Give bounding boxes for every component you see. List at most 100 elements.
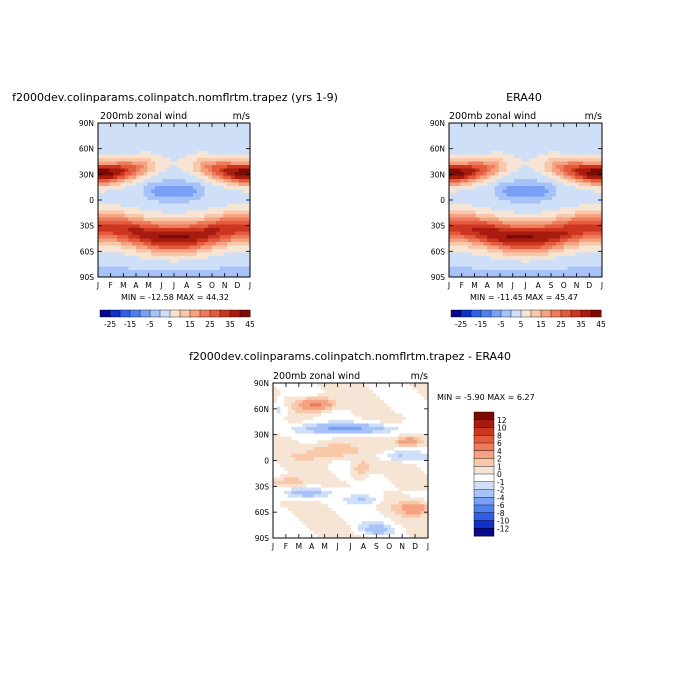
field-cell — [280, 413, 285, 418]
field-cell — [339, 473, 344, 478]
field-cell — [166, 123, 171, 127]
field-cell — [302, 430, 307, 435]
field-cell — [162, 193, 167, 197]
field-cell — [343, 433, 348, 438]
field-cell — [559, 249, 565, 253]
field-cell — [109, 193, 114, 197]
panel-model-title: f2000dev.colinparams.colinpatch.nomflrtm… — [12, 91, 338, 104]
field-cell — [295, 399, 300, 404]
y-tick-label: 60S — [80, 247, 95, 256]
field-cell — [158, 203, 164, 208]
field-cell — [361, 409, 366, 414]
field-cell — [571, 193, 576, 197]
field-cell — [479, 238, 484, 243]
field-cell — [571, 123, 576, 127]
field-cell — [298, 531, 304, 536]
field-cell — [147, 242, 152, 246]
field-cell — [343, 490, 348, 495]
field-cell — [124, 165, 129, 169]
field-cell — [246, 210, 251, 215]
field-cell — [502, 228, 507, 232]
field-cell — [320, 514, 326, 519]
field-cell — [372, 430, 377, 435]
field-cell — [291, 517, 296, 522]
field-cell — [483, 175, 488, 180]
field-cell — [590, 224, 595, 229]
field-cell — [208, 158, 213, 162]
field-cell — [343, 517, 348, 522]
field-cell — [471, 207, 477, 211]
field-cell — [196, 249, 202, 253]
field-cell — [468, 137, 473, 141]
field-cell — [291, 389, 296, 394]
field-cell — [128, 193, 133, 197]
field-cell — [193, 196, 198, 201]
field-cell — [343, 531, 348, 536]
x-tick-label: J — [523, 281, 526, 290]
field-cell — [113, 224, 118, 229]
field-cell — [525, 270, 530, 274]
field-cell — [548, 203, 553, 208]
field-cell — [242, 214, 247, 218]
field-cell — [215, 235, 221, 239]
field-cell — [506, 165, 511, 169]
field-cell — [295, 517, 300, 522]
field-cell — [185, 259, 190, 264]
field-cell — [298, 423, 304, 428]
field-cell — [506, 249, 511, 253]
field-cell — [339, 500, 344, 505]
field-cell — [525, 266, 530, 271]
field-cell — [510, 256, 515, 260]
field-cell — [339, 386, 344, 391]
field-cell — [151, 210, 156, 215]
field-cell — [514, 231, 519, 236]
field-cell — [460, 158, 465, 162]
field-cell — [166, 259, 171, 264]
field-cell — [540, 259, 546, 264]
field-cell — [170, 186, 175, 190]
field-cell — [471, 256, 477, 260]
field-cell — [309, 477, 315, 482]
field-cell — [162, 126, 167, 131]
field-cell — [514, 200, 519, 204]
field-cell — [273, 440, 278, 445]
field-cell — [227, 245, 232, 250]
field-cell — [291, 386, 296, 391]
field-cell — [200, 137, 205, 141]
field-cell — [117, 147, 122, 152]
field-cell — [174, 189, 179, 194]
field-cell — [460, 172, 465, 176]
colorbar-swatch — [580, 309, 592, 318]
field-cell — [238, 161, 243, 166]
field-cell — [328, 440, 333, 445]
field-cell — [306, 457, 311, 461]
field-cell — [105, 182, 110, 187]
field-cell — [223, 137, 228, 141]
field-cell — [368, 524, 374, 529]
field-cell — [464, 144, 469, 148]
field-cell — [162, 158, 167, 162]
field-cell — [143, 242, 148, 246]
field-cell — [113, 207, 118, 211]
field-cell — [317, 511, 322, 515]
field-cell — [320, 490, 326, 495]
field-cell — [124, 224, 129, 229]
field-cell — [491, 203, 496, 208]
field-cell — [242, 175, 247, 180]
field-cell — [491, 161, 496, 166]
field-cell — [136, 193, 141, 197]
field-cell — [521, 140, 526, 145]
field-cell — [291, 484, 296, 488]
field-cell — [332, 423, 337, 428]
field-cell — [487, 161, 492, 166]
field-cell — [335, 396, 340, 401]
field-cell — [594, 123, 599, 127]
field-cell — [548, 172, 553, 176]
field-cell — [113, 130, 118, 134]
field-cell — [510, 182, 515, 187]
field-cell — [98, 126, 103, 131]
field-cell — [468, 189, 473, 194]
field-cell — [181, 217, 186, 222]
field-cell — [193, 147, 198, 152]
field-cell — [306, 403, 311, 408]
